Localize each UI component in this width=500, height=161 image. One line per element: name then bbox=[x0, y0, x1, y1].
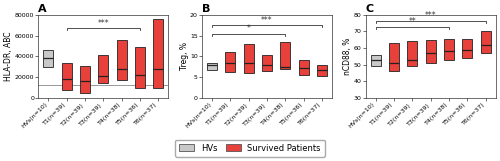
Bar bbox=[426, 40, 436, 63]
Bar bbox=[408, 41, 418, 66]
Text: A: A bbox=[38, 4, 47, 14]
Bar bbox=[80, 66, 90, 93]
Bar bbox=[135, 47, 145, 88]
Bar bbox=[62, 62, 72, 90]
Bar bbox=[480, 32, 491, 53]
Bar bbox=[462, 39, 472, 58]
Y-axis label: nCD88, %: nCD88, % bbox=[343, 38, 352, 75]
Bar bbox=[317, 65, 327, 76]
Y-axis label: HLA-DR, ABC: HLA-DR, ABC bbox=[4, 32, 13, 81]
Bar bbox=[298, 61, 308, 75]
Y-axis label: Treg, %: Treg, % bbox=[180, 42, 188, 70]
Text: ***: *** bbox=[425, 11, 436, 20]
Text: *: * bbox=[247, 24, 250, 33]
Bar bbox=[98, 55, 108, 83]
Bar bbox=[370, 55, 381, 66]
Bar bbox=[44, 50, 54, 67]
Bar bbox=[226, 52, 235, 72]
Bar bbox=[116, 40, 126, 80]
Text: C: C bbox=[366, 4, 374, 14]
Text: B: B bbox=[202, 4, 210, 14]
Bar bbox=[154, 19, 164, 88]
Bar bbox=[207, 62, 217, 70]
Bar bbox=[444, 39, 454, 60]
Text: ***: *** bbox=[98, 19, 109, 28]
Bar bbox=[244, 44, 254, 73]
Bar bbox=[389, 43, 399, 71]
Bar bbox=[262, 55, 272, 71]
Text: **: ** bbox=[408, 17, 416, 26]
Bar bbox=[280, 42, 290, 69]
Legend: HVs, Survived Patients: HVs, Survived Patients bbox=[175, 139, 325, 157]
Text: ***: *** bbox=[261, 16, 273, 25]
